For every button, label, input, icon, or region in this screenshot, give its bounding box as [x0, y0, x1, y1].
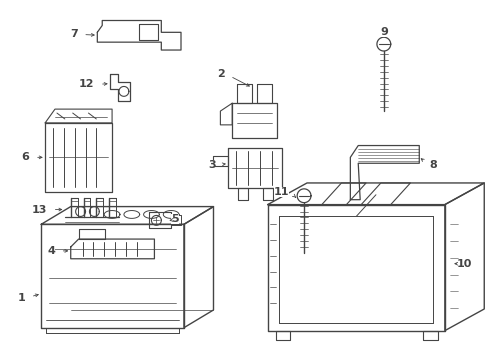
Text: 1: 1: [18, 293, 25, 303]
Text: 2: 2: [218, 69, 225, 79]
Text: 6: 6: [22, 152, 29, 162]
Text: 13: 13: [32, 204, 47, 215]
Text: 12: 12: [79, 80, 95, 90]
Text: 5: 5: [172, 215, 179, 224]
Text: 11: 11: [274, 187, 289, 197]
Text: 3: 3: [208, 160, 216, 170]
Text: 9: 9: [380, 27, 388, 37]
Text: 8: 8: [429, 160, 437, 170]
Text: 4: 4: [47, 246, 55, 256]
Text: 7: 7: [70, 29, 77, 39]
Text: 10: 10: [457, 259, 472, 269]
